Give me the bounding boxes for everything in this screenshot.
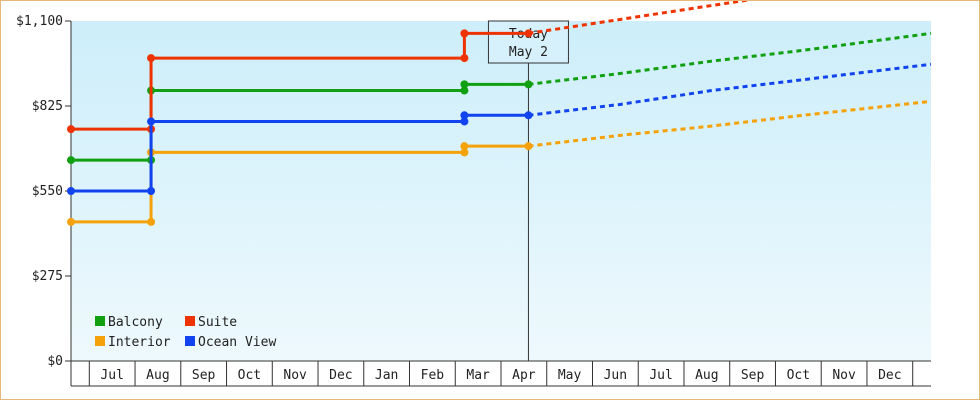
- axes: $0 $275 $550 $825 $1,100 Jul Aug Sep Oct Nov Dec Ja…: [16, 14, 931, 387]
- x-tick-label: Jun: [604, 368, 627, 383]
- x-tick-label: Jul: [100, 368, 123, 383]
- data-point-interior: [524, 142, 533, 151]
- data-point-balcony: [524, 80, 533, 89]
- x-tick-label: Sep: [741, 368, 765, 383]
- y-tick-label: $0: [47, 354, 63, 369]
- data-point-suite: [460, 54, 469, 63]
- data-point-ocean-view: [147, 117, 156, 126]
- data-point-ocean-view: [67, 187, 75, 195]
- y-tick-label: $825: [32, 99, 63, 114]
- x-tick-label: Nov: [832, 368, 856, 383]
- x-tick-label: Sep: [192, 368, 216, 383]
- x-tick-label: Oct: [787, 368, 810, 383]
- series-forecast-interior: [528, 99, 932, 148]
- series-line-interior: [71, 144, 529, 224]
- data-point-ocean-view: [524, 111, 533, 120]
- legend-swatch-interior: [95, 336, 105, 346]
- data-point-balcony: [460, 86, 469, 95]
- x-tick-label: Jul: [649, 368, 672, 383]
- series-forecast-balcony: [528, 31, 932, 86]
- data-point-suite: [524, 29, 533, 38]
- series-layer: [67, 1, 932, 226]
- x-tick-label: Jan: [375, 368, 398, 383]
- x-tick-label: Feb: [421, 368, 445, 383]
- series-line-suite: [71, 31, 529, 131]
- series-line-ocean-view: [71, 113, 529, 193]
- data-point-interior: [147, 217, 156, 226]
- y-tick-label: $275: [32, 269, 63, 284]
- data-point-suite: [460, 29, 469, 38]
- data-point-ocean-view: [460, 117, 469, 126]
- legend-swatch-suite: [185, 316, 195, 326]
- data-point-interior: [460, 142, 469, 151]
- y-tick-label: $1,100: [16, 14, 63, 29]
- series-ocean-view: [67, 62, 932, 195]
- data-point-suite: [67, 125, 75, 134]
- series-line-balcony: [71, 82, 529, 162]
- data-point-interior: [67, 217, 75, 226]
- legend-label-ocean-view: Ocean View: [198, 335, 276, 350]
- legend-label-balcony: Balcony: [108, 315, 163, 330]
- series-suite: [67, 1, 752, 134]
- x-tick-label: Dec: [329, 368, 352, 383]
- data-point-suite: [147, 54, 156, 63]
- legend-swatch-balcony: [95, 316, 105, 326]
- x-tick-label: Apr: [512, 368, 536, 383]
- today-label-date: May 2: [509, 45, 548, 60]
- x-tick-label: May: [558, 368, 582, 383]
- x-tick-label: Oct: [238, 368, 261, 383]
- x-tick-label: Dec: [878, 368, 901, 383]
- legend: Balcony Suite Interior Ocean View: [95, 315, 276, 350]
- data-point-balcony: [67, 156, 75, 165]
- y-tick-label: $550: [32, 184, 63, 199]
- x-tick-label: Nov: [283, 368, 307, 383]
- legend-label-suite: Suite: [198, 315, 237, 330]
- series-balcony: [67, 31, 932, 165]
- series-forecast-ocean-view: [528, 62, 932, 117]
- legend-label-interior: Interior: [108, 335, 171, 350]
- data-point-ocean-view: [147, 187, 156, 195]
- series-interior: [67, 99, 932, 226]
- x-tick-label: Aug: [146, 368, 169, 383]
- x-tick-label: Aug: [695, 368, 718, 383]
- data-point-ocean-view: [460, 111, 469, 120]
- data-point-interior: [460, 148, 469, 157]
- data-point-balcony: [460, 80, 469, 89]
- x-tick-label: Mar: [466, 368, 490, 383]
- plot-background: [71, 21, 931, 361]
- legend-swatch-ocean-view: [185, 336, 195, 346]
